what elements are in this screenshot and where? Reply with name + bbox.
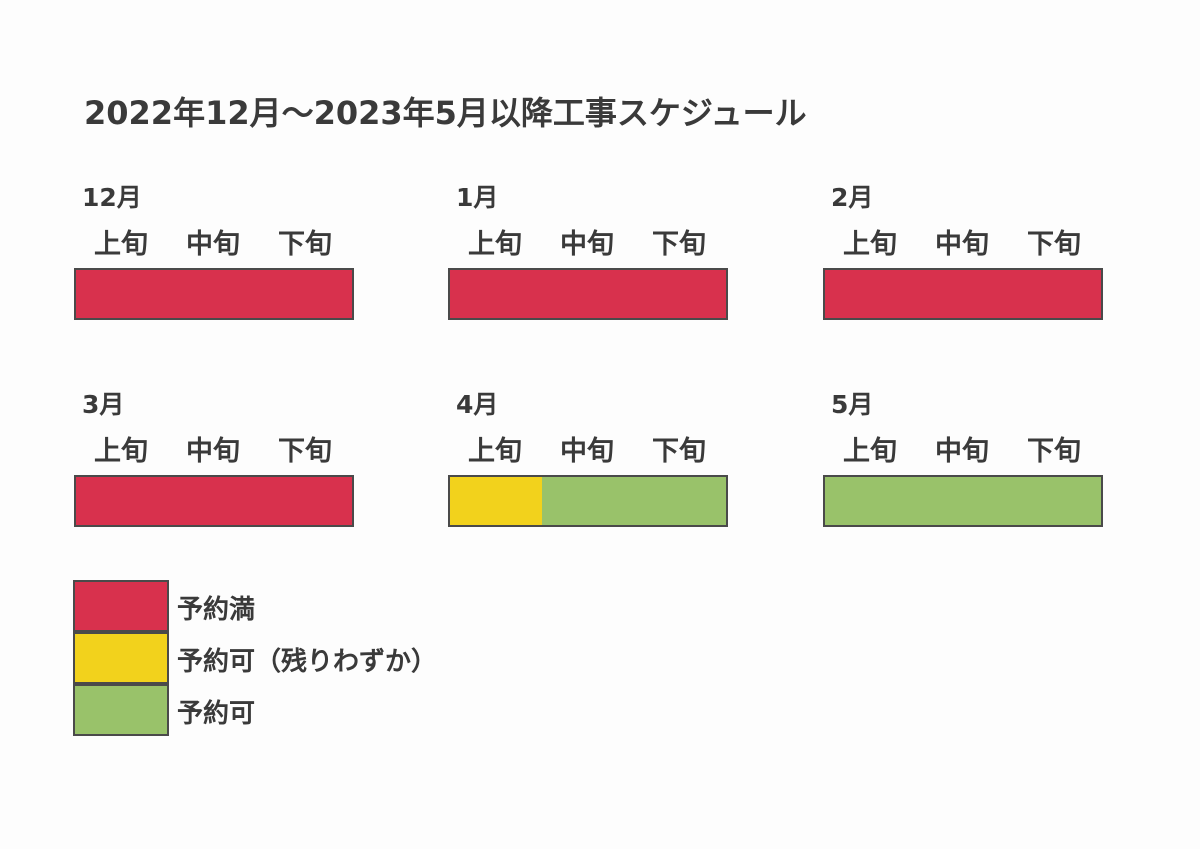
schedule-bar	[74, 268, 354, 320]
month-label: 3月	[82, 390, 125, 419]
segment-early	[450, 477, 542, 525]
segment-late	[634, 477, 726, 525]
page-title: 2022年12月～2023年5月以降工事スケジュール	[84, 94, 807, 132]
segment-mid	[917, 477, 1009, 525]
period-label-late: 下旬	[278, 229, 332, 260]
period-label-early: 上旬	[468, 229, 522, 260]
period-header: 上旬 中旬 下旬	[823, 222, 1105, 262]
schedule-bar	[448, 475, 728, 527]
period-label-mid: 中旬	[186, 229, 240, 260]
month-block-may: 5月 上旬 中旬 下旬	[823, 385, 1113, 545]
period-header: 上旬 中旬 下旬	[74, 429, 356, 469]
legend-item-available: 予約可	[73, 684, 493, 736]
schedule-bar	[823, 268, 1103, 320]
legend-swatch-available	[73, 684, 169, 736]
legend-label: 予約可（残りわずか）	[177, 647, 438, 677]
segment-early	[76, 477, 168, 525]
month-label: 1月	[456, 183, 499, 212]
schedule-bar	[448, 268, 728, 320]
month-block-mar: 3月 上旬 中旬 下旬	[74, 385, 364, 545]
period-label-late: 下旬	[652, 229, 706, 260]
period-header: 上旬 中旬 下旬	[74, 222, 356, 262]
segment-mid	[917, 270, 1009, 318]
legend-item-full: 予約満	[73, 580, 493, 632]
legend-swatch-full	[73, 580, 169, 632]
period-header: 上旬 中旬 下旬	[448, 222, 730, 262]
segment-mid	[168, 270, 260, 318]
period-label-mid: 中旬	[560, 436, 614, 467]
segment-early	[450, 270, 542, 318]
month-label: 12月	[82, 183, 142, 212]
period-label-early: 上旬	[843, 229, 897, 260]
month-block-jan: 1月 上旬 中旬 下旬	[448, 178, 738, 338]
segment-late	[260, 270, 352, 318]
segment-late	[1009, 270, 1101, 318]
period-label-early: 上旬	[468, 436, 522, 467]
legend-label: 予約可	[177, 699, 256, 729]
segment-early	[825, 270, 917, 318]
month-label: 5月	[831, 390, 874, 419]
schedule-bar	[823, 475, 1103, 527]
segment-mid	[542, 270, 634, 318]
legend-label: 予約満	[177, 595, 256, 625]
segment-early	[76, 270, 168, 318]
period-label-mid: 中旬	[560, 229, 614, 260]
period-label-mid: 中旬	[186, 436, 240, 467]
segment-late	[1009, 477, 1101, 525]
schedule-bar	[74, 475, 354, 527]
segment-mid	[168, 477, 260, 525]
segment-early	[825, 477, 917, 525]
month-block-dec: 12月 上旬 中旬 下旬	[74, 178, 364, 338]
month-block-apr: 4月 上旬 中旬 下旬	[448, 385, 738, 545]
period-header: 上旬 中旬 下旬	[448, 429, 730, 469]
period-label-early: 上旬	[94, 436, 148, 467]
period-label-early: 上旬	[843, 436, 897, 467]
legend-item-few: 予約可（残りわずか）	[73, 632, 493, 684]
segment-mid	[542, 477, 634, 525]
period-label-late: 下旬	[1027, 229, 1081, 260]
period-header: 上旬 中旬 下旬	[823, 429, 1105, 469]
period-label-mid: 中旬	[935, 229, 989, 260]
legend-swatch-few	[73, 632, 169, 684]
period-label-late: 下旬	[1027, 436, 1081, 467]
month-block-feb: 2月 上旬 中旬 下旬	[823, 178, 1113, 338]
period-label-early: 上旬	[94, 229, 148, 260]
period-label-mid: 中旬	[935, 436, 989, 467]
segment-late	[260, 477, 352, 525]
period-label-late: 下旬	[652, 436, 706, 467]
segment-late	[634, 270, 726, 318]
month-label: 2月	[831, 183, 874, 212]
month-label: 4月	[456, 390, 499, 419]
period-label-late: 下旬	[278, 436, 332, 467]
